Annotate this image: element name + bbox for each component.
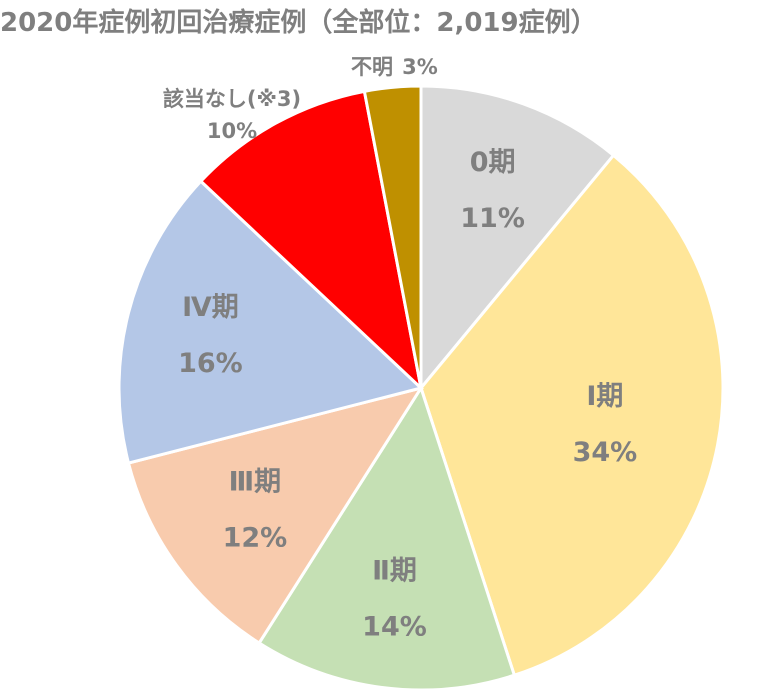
slice-percent-label: 14%	[362, 612, 427, 643]
pie-slices	[117, 84, 725, 692]
slice-percent-label: 12%	[223, 523, 288, 554]
chart-title: 2020年症例初回治療症例（全部位：2,019症例）	[0, 8, 597, 38]
slice-percent-label: 11%	[460, 203, 525, 234]
slice-name-label: Ⅰ期	[586, 381, 623, 412]
pie-slice	[126, 385, 425, 646]
pie-slice	[257, 384, 517, 692]
slice-percent-label: 34%	[573, 437, 638, 468]
slice-name-label: 不明	[351, 55, 393, 79]
pie-labels: 0期 11% Ⅰ期 34% Ⅱ期 14% Ⅲ期 12% Ⅳ期 16% 該当なし(※3) 10% 不明 3%	[163, 55, 637, 643]
slice-name-label: 0期	[470, 147, 516, 178]
pie-slice	[198, 89, 424, 393]
pie-slice	[419, 153, 725, 678]
slice-percent-label: 3%	[402, 55, 438, 79]
slice-percent-label: 16%	[178, 348, 243, 379]
pie-slice	[117, 179, 425, 465]
pie-slice	[419, 84, 616, 393]
slice-name-label: 該当なし(※3)	[163, 87, 301, 111]
slice-name-label: Ⅱ期	[372, 556, 417, 587]
slice-percent-label: 10%	[207, 119, 257, 143]
pie-slice	[362, 84, 423, 389]
slice-name-label: Ⅲ期	[229, 467, 282, 498]
slice-name-label: Ⅳ期	[182, 292, 239, 323]
